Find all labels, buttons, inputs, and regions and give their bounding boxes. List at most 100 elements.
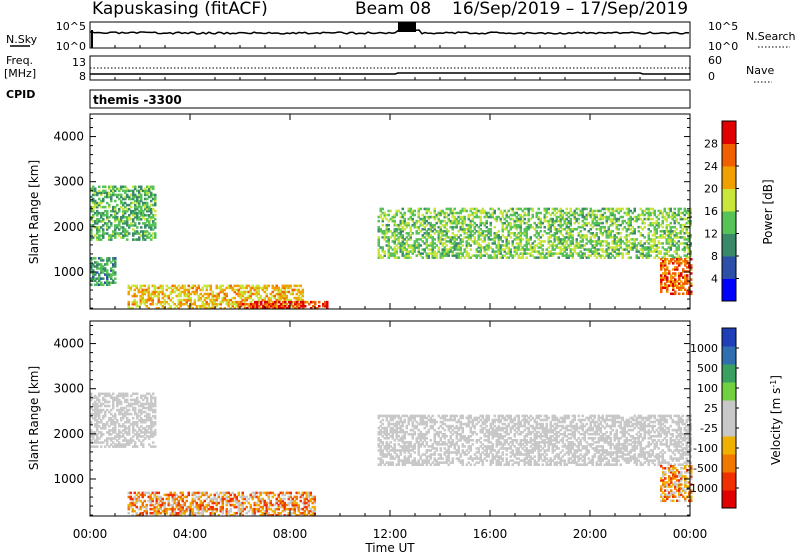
scatter-cell <box>397 240 400 243</box>
scatter-cell <box>389 418 392 422</box>
scatter-cell <box>126 441 129 444</box>
scatter-cell <box>155 499 158 503</box>
scatter-cell <box>124 185 127 189</box>
scatter-cell <box>674 292 677 296</box>
scatter-cell <box>379 457 382 460</box>
scatter-cell <box>633 215 636 219</box>
scatter-cell <box>453 215 456 219</box>
scatter-cell <box>399 453 402 456</box>
scatter-cell <box>112 185 115 189</box>
scatter-cell <box>613 238 616 241</box>
scatter-cell <box>304 304 307 308</box>
scatter-cell <box>106 222 109 225</box>
scatter-cell <box>191 499 194 503</box>
scatter-cell <box>407 420 410 424</box>
scatter-cell <box>649 221 652 225</box>
scatter-cell <box>90 406 93 410</box>
scatter-cell <box>275 499 278 503</box>
scatter-cell <box>140 441 143 444</box>
scatter-cell <box>131 300 134 304</box>
scatter-cell <box>593 250 596 253</box>
scatter-cell <box>423 217 426 221</box>
scatter-cell <box>647 207 650 211</box>
scatter-cell <box>128 226 131 229</box>
scatter-cell <box>657 256 660 259</box>
scatter-cell <box>413 240 416 243</box>
scatter-cell <box>90 238 93 241</box>
scatter-cell <box>625 230 628 233</box>
scatter-cell <box>279 491 282 495</box>
scatter-cell <box>98 404 101 408</box>
scatter-cell <box>433 223 436 227</box>
scatter-cell <box>177 298 180 302</box>
scatter-cell <box>517 256 520 259</box>
scatter-cell <box>495 217 498 221</box>
scatter-cell <box>148 213 151 217</box>
scatter-cell <box>211 499 214 503</box>
scatter-cell <box>441 252 444 255</box>
scatter-cell <box>662 278 665 281</box>
scatter-cell <box>144 396 147 400</box>
scatter-cell <box>673 211 676 215</box>
scatter-cell <box>139 300 142 304</box>
scatter-cell <box>393 221 396 225</box>
scatter-cell <box>507 234 510 237</box>
scatter-cell <box>377 248 380 251</box>
scatter-cell <box>243 497 246 501</box>
scatter-cell <box>177 284 180 288</box>
scatter-cell <box>146 189 149 193</box>
scatter-cell <box>136 414 139 418</box>
scatter-cell <box>144 431 147 434</box>
scatter-cell <box>395 426 398 430</box>
scatter-cell <box>631 211 634 215</box>
scatter-cell <box>629 217 632 221</box>
scatter-cell <box>136 230 139 233</box>
scatter-cell <box>501 225 504 229</box>
scatter-cell <box>469 223 472 227</box>
scatter-cell <box>147 298 150 302</box>
scatter-cell <box>685 246 688 249</box>
scatter-cell <box>118 398 121 402</box>
scatter-cell <box>682 270 685 273</box>
scatter-cell <box>191 497 194 501</box>
scatter-cell <box>511 213 514 217</box>
scatter-cell <box>96 423 99 426</box>
scatter-cell <box>102 259 105 262</box>
scatter-cell <box>326 300 329 304</box>
scatter-cell <box>399 246 402 249</box>
noise-sky-trace <box>90 28 690 35</box>
scatter-cell <box>148 222 151 225</box>
scatter-cell <box>459 238 462 241</box>
scatter-cell <box>383 250 386 253</box>
scatter-cell <box>169 304 172 308</box>
scatter-cell <box>501 215 504 219</box>
scatter-cell <box>399 420 402 424</box>
scatter-cell <box>207 306 210 310</box>
scatter-cell <box>661 225 664 229</box>
scatter-cell <box>161 503 164 507</box>
scatter-cell <box>461 207 464 211</box>
scatter-cell <box>153 290 156 294</box>
scatter-cell <box>122 433 125 436</box>
scatter-cell <box>150 193 153 197</box>
scatter-cell <box>255 288 258 292</box>
scatter-cell <box>445 221 448 225</box>
scatter-cell <box>651 207 654 211</box>
scatter-cell <box>517 238 520 241</box>
beam-label: Beam 08 <box>355 0 431 19</box>
scatter-cell <box>595 244 598 247</box>
scatter-cell <box>407 449 410 452</box>
scatter-cell <box>389 416 392 420</box>
scatter-cell <box>649 207 652 211</box>
scatter-cell <box>661 234 664 237</box>
scatter-cell <box>159 302 162 306</box>
scatter-cell <box>154 429 157 432</box>
scatter-cell <box>112 259 115 262</box>
scatter-cell <box>453 217 456 221</box>
scatter-cell <box>140 408 143 412</box>
scatter-cell <box>139 290 142 294</box>
scatter-cell <box>278 306 281 310</box>
scatter-cell <box>221 511 224 515</box>
scatter-cell <box>92 396 95 400</box>
scatter-cell <box>445 211 448 215</box>
